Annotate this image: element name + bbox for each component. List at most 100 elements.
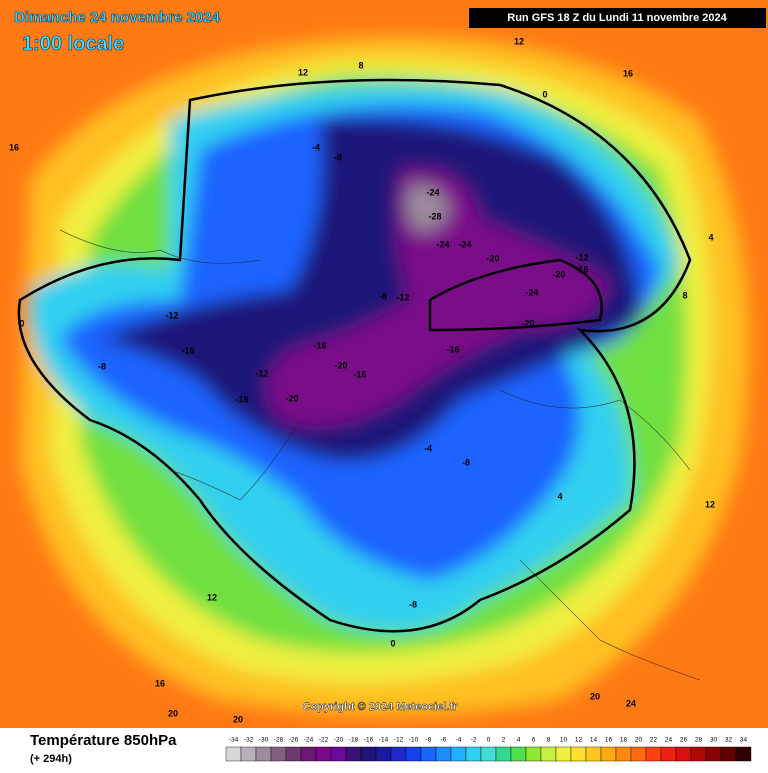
legend-label: -30: [259, 737, 269, 744]
contour-label: 12: [207, 592, 217, 602]
legend-swatch: [225, 746, 242, 762]
contour-label: -20: [334, 360, 347, 370]
contour-label: 24: [626, 698, 636, 708]
legend-swatch: [345, 746, 362, 762]
legend-swatch: [375, 746, 392, 762]
contour-label: -20: [486, 253, 499, 263]
legend-swatch: [420, 746, 437, 762]
legend-swatch: [300, 746, 317, 762]
legend-label: 18: [620, 737, 628, 744]
legend-swatch: [705, 746, 722, 762]
contour-label: 0: [542, 89, 547, 99]
contour-label: 8: [682, 290, 687, 300]
contour-label: -4: [312, 142, 320, 152]
contour-label: -12: [255, 368, 268, 378]
legend-label: -12: [394, 737, 404, 744]
contour-label: -28: [428, 211, 441, 221]
contour-label: -8: [98, 361, 106, 371]
legend-label: 30: [710, 737, 718, 744]
legend-label: 0: [487, 737, 491, 744]
legend-swatch: [495, 746, 512, 762]
legend-swatch: [270, 746, 287, 762]
contour-label: -8: [409, 599, 417, 609]
legend-label: 14: [590, 737, 598, 744]
legend-label: 24: [665, 737, 673, 744]
contour-label: 16: [155, 678, 165, 688]
legend-label: -24: [304, 737, 314, 744]
legend-swatch: [285, 746, 302, 762]
legend-label: 12: [575, 737, 583, 744]
legend-swatch: [525, 746, 542, 762]
legend-swatch: [480, 746, 497, 762]
legend-swatch: [465, 746, 482, 762]
legend-label: -16: [364, 737, 374, 744]
legend-swatch: [450, 746, 467, 762]
legend-label: 6: [532, 737, 536, 744]
legend-label: -4: [456, 737, 462, 744]
contour-label: -16: [353, 369, 366, 379]
legend-label: -32: [244, 737, 254, 744]
contour-label: -12: [575, 252, 588, 262]
legend-label: 4: [517, 737, 521, 744]
legend-label: 22: [650, 737, 658, 744]
legend-label: -28: [274, 737, 284, 744]
contour-label: -24: [458, 239, 471, 249]
legend-label: -26: [289, 737, 299, 744]
contour-label: 12: [298, 67, 308, 77]
contour-label: -24: [426, 187, 439, 197]
contour-label: -8: [379, 291, 387, 301]
contour-label: 20: [590, 691, 600, 701]
contour-label: 12: [705, 499, 715, 509]
legend-swatch: [570, 746, 587, 762]
contour-label: -16: [313, 340, 326, 350]
contour-label: -24: [436, 239, 449, 249]
legend-subtitle: (+ 294h): [30, 753, 72, 765]
legend-label: -6: [441, 737, 447, 744]
contour-label: -8: [462, 457, 470, 467]
legend-swatch: [255, 746, 272, 762]
contour-label: -20: [552, 269, 565, 279]
legend-swatch: [600, 746, 617, 762]
contour-label: -20: [521, 318, 534, 328]
legend-label: 32: [725, 737, 733, 744]
contour-label: -12: [165, 310, 178, 320]
legend-label: 20: [635, 737, 643, 744]
legend-label: -2: [471, 737, 477, 744]
legend-label: -8: [426, 737, 432, 744]
contour-label: 4: [557, 491, 562, 501]
legend-label: 10: [560, 737, 568, 744]
legend-swatch: [510, 746, 527, 762]
legend-label: 16: [605, 737, 613, 744]
contour-label: 0: [390, 638, 395, 648]
contour-label: -16: [446, 344, 459, 354]
legend-swatch: [660, 746, 677, 762]
legend-swatch: [540, 746, 557, 762]
date: Dimanche 24 novembre 2024: [14, 9, 221, 26]
contour-label: 12: [514, 36, 524, 46]
contour-label: 16: [9, 142, 19, 152]
legend-label: -18: [349, 737, 359, 744]
contour-label: -16: [575, 264, 588, 274]
legend-swatch: [405, 746, 422, 762]
legend-label: 26: [680, 737, 688, 744]
map: -24-28-24 -24-20-24-20-20 -16-12-16-16-20-…: [0, 0, 768, 728]
contour-label: -16: [235, 394, 248, 404]
legend-label: 2: [502, 737, 506, 744]
contour-label: 20: [233, 714, 243, 724]
legend-swatch: [390, 746, 407, 762]
contour-label: 8: [358, 60, 363, 70]
contour-label: -24: [525, 287, 538, 297]
legend-label: -14: [379, 737, 389, 744]
legend-swatch: [735, 746, 752, 762]
legend-label: 34: [740, 737, 748, 744]
time: 1:00 locale: [22, 33, 124, 55]
legend-swatch: [585, 746, 602, 762]
legend-swatch: [240, 746, 257, 762]
contour-label: -12: [396, 292, 409, 302]
legend-swatch: [630, 746, 647, 762]
legend-label: -22: [319, 737, 329, 744]
legend-swatch: [330, 746, 347, 762]
legend-swatch: [645, 746, 662, 762]
contour-label: 20: [168, 708, 178, 718]
